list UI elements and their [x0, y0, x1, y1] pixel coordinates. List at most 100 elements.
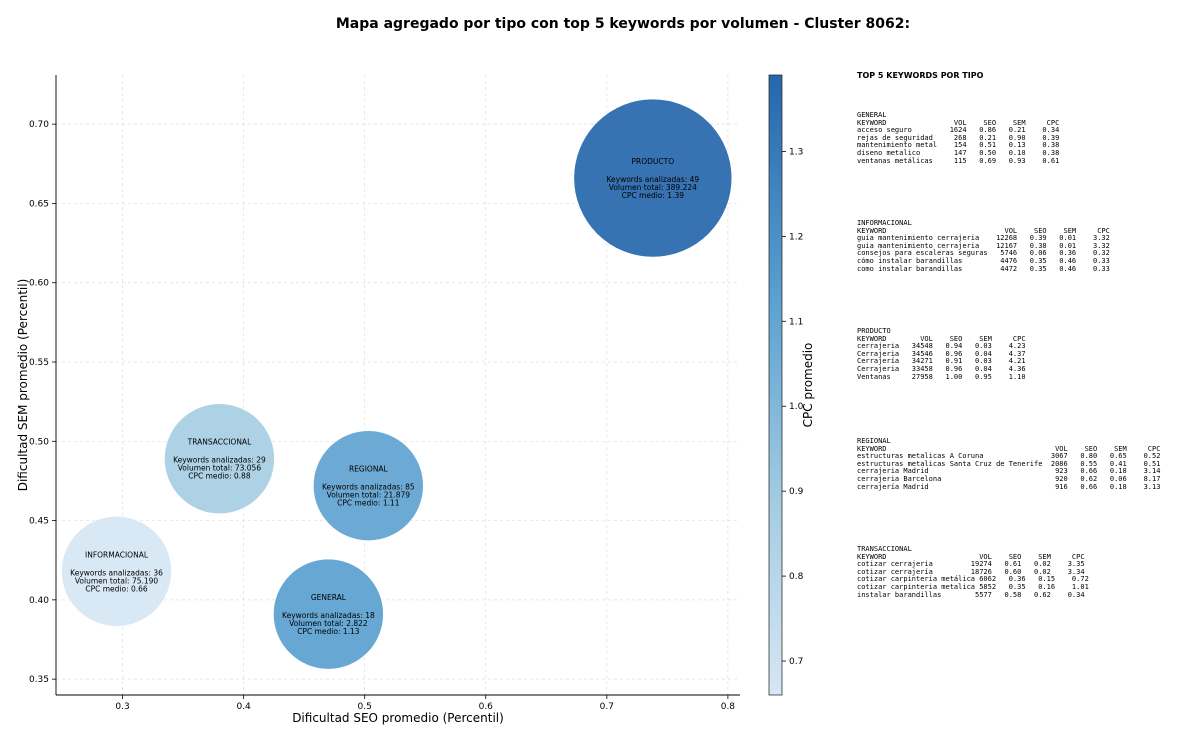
- keyword-row: cotizar carpinteria metálica 6062 0.36 0…: [857, 575, 1089, 584]
- keyword-row: guia mantenimiento cerrajeria 12268 0.39…: [857, 234, 1110, 243]
- group-header: KEYWORD VOL SEO SEM CPC: [857, 552, 1085, 561]
- bubble-circle: [164, 403, 275, 515]
- x-tick-label: 0.4: [236, 702, 251, 712]
- y-tick-label: 0.45: [29, 517, 49, 527]
- keyword-row: cerrajeria Barcelona 920 0.62 0.06 8.17: [857, 474, 1161, 483]
- bubble-volume: Volumen total: 73.056: [178, 464, 262, 473]
- keyword-row: acceso seguro 1624 0.86 0.21 0.34: [857, 126, 1060, 135]
- x-axis-label: Dificultad SEO promedio (Percentil): [292, 711, 504, 725]
- keyword-row: instalar barandillas 5577 0.58 0.62 0.34: [857, 590, 1085, 599]
- bubble-keywords: Keywords analizadas: 29: [173, 456, 266, 465]
- group-name: INFORMACIONAL: [857, 219, 912, 227]
- y-tick-label: 0.55: [29, 358, 49, 368]
- keyword-row: cotizar cerrajeria 19274 0.61 0.02 3.35: [857, 560, 1085, 569]
- bubble-circle: [573, 98, 733, 258]
- bubble-cpc: CPC medio: 1.11: [337, 499, 400, 508]
- bubble-cpc: CPC medio: 0.66: [85, 584, 148, 593]
- keyword-group-producto: PRODUCTO KEYWORD VOL SEO SEM CPC cerrajeri…: [857, 327, 1026, 381]
- top-keywords-panel: TOP 5 KEYWORDS POR TIPO GENERAL KEYWORD V…: [857, 71, 1197, 598]
- keyword-row: cómo instalar barandillas 4476 0.35 0.46…: [857, 256, 1110, 265]
- keyword-row: estructuras metalicas A Coruna 3067 0.80…: [857, 452, 1161, 461]
- keyword-group-regional: REGIONAL KEYWORD VOL SEO SEM CPC estructur…: [857, 437, 1161, 491]
- keyword-row: como instalar barandillas 4472 0.35 0.46…: [857, 264, 1110, 273]
- axes: 0.3 0.4 0.5 0.6 0.7 0.8 0.35 0.40 0.45 0.50 0.55 0.…: [29, 75, 740, 712]
- group-header: KEYWORD VOL SEO SEM CPC: [857, 444, 1161, 453]
- group-name: REGIONAL: [857, 437, 891, 445]
- bubble-keywords: Keywords analizadas: 49: [606, 175, 699, 184]
- keyword-group-transaccional: TRANSACCIONAL KEYWORD VOL SEO SEM CPC coti…: [857, 545, 1089, 599]
- keyword-row: rejas de seguridad 268 0.21 0.90 0.39: [857, 133, 1060, 142]
- keyword-group-general: GENERAL KEYWORD VOL SEO SEM CPC acceso seg…: [857, 111, 1060, 165]
- y-tick-label: 0.65: [29, 199, 49, 209]
- bubble-name: GENERAL: [311, 593, 347, 602]
- bubble-informacional: INFORMACIONAL Keywords analizadas: 36Volu…: [61, 516, 172, 627]
- colorbar-label: CPC promedio: [801, 343, 815, 428]
- bubble-keywords: Keywords analizadas: 36: [70, 568, 163, 577]
- keyword-row: Cerrajeria 33458 0.96 0.04 4.36: [857, 364, 1026, 373]
- y-axis-label: Dificultad SEM promedio (Percentil): [16, 279, 30, 492]
- keyword-row: cerrajería Madrid 916 0.66 0.18 3.13: [857, 482, 1161, 491]
- bubble-circle: [61, 516, 172, 627]
- panel-title: TOP 5 KEYWORDS POR TIPO: [857, 71, 984, 80]
- x-tick-label: 0.6: [479, 702, 494, 712]
- keyword-row: guia mantenimiento cerrajeria 12167 0.38…: [857, 241, 1110, 250]
- keyword-row: diseno metalico 147 0.50 0.10 0.38: [857, 148, 1060, 157]
- group-header: KEYWORD VOL SEO SEM CPC: [857, 118, 1060, 127]
- chart-title: Mapa agregado por tipo con top 5 keyword…: [335, 16, 911, 32]
- colorbar-gradient: [768, 74, 783, 696]
- bubble-cpc: CPC medio: 1.13: [297, 627, 360, 636]
- bubble-volume: Volumen total: 21.879: [327, 491, 411, 500]
- keyword-row: mantenimiento metal 154 0.51 0.13 0.38: [857, 141, 1060, 150]
- y-tick-label: 0.70: [29, 120, 49, 130]
- keyword-row: cerrajeria Madrid 923 0.66 0.18 3.14: [857, 467, 1161, 476]
- keyword-row: cotizar cerrajería 18726 0.60 0.02 3.34: [857, 567, 1085, 576]
- bubble-cpc: CPC medio: 1.39: [622, 191, 685, 200]
- group-name: TRANSACCIONAL: [857, 545, 912, 553]
- keyword-row: ventanas metálicas 115 0.69 0.93 0.61: [857, 156, 1060, 165]
- keyword-row: cerrajeria 34548 0.94 0.03 4.23: [857, 342, 1026, 351]
- y-tick-label: 0.35: [29, 675, 49, 685]
- bubble-transaccional: TRANSACCIONAL Keywords analizadas: 29Volu…: [164, 403, 275, 515]
- group-name: GENERAL: [857, 111, 887, 119]
- colorbar-tick-label: 0.7: [789, 657, 803, 667]
- bubble-name: TRANSACCIONAL: [187, 438, 252, 447]
- x-tick-label: 0.7: [600, 702, 614, 712]
- bubble-name: REGIONAL: [349, 465, 389, 474]
- colorbar-tick-label: 1.3: [789, 147, 803, 157]
- group-header: KEYWORD VOL SEO SEM CPC: [857, 334, 1026, 343]
- bubble-volume: Volumen total: 2.822: [289, 619, 368, 628]
- colorbar: 0.7 0.8 0.9 1.0 1.1 1.2 1.3: [768, 74, 804, 696]
- keyword-row: Cerrajería 34271 0.91 0.03 4.21: [857, 357, 1026, 366]
- bubble-name: PRODUCTO: [632, 157, 675, 166]
- colorbar-tick-label: 1.1: [789, 317, 803, 327]
- colorbar-tick-label: 0.8: [789, 572, 804, 582]
- bubble-volume: Volumen total: 75.190: [75, 576, 159, 585]
- colorbar-tick-label: 1.0: [789, 402, 804, 412]
- bubble-keywords: Keywords analizadas: 85: [322, 483, 415, 492]
- bubble-cpc: CPC medio: 0.88: [188, 472, 251, 481]
- bubble-name: INFORMACIONAL: [85, 550, 149, 559]
- group-name: PRODUCTO: [857, 327, 891, 335]
- bubble-circle: [273, 558, 384, 670]
- keyword-group-informacional: INFORMACIONAL KEYWORD VOL SEO SEM CPC guia…: [857, 219, 1110, 273]
- bubble-circle: [313, 430, 424, 541]
- x-tick-label: 0.8: [721, 702, 736, 712]
- y-tick-label: 0.50: [29, 437, 49, 447]
- y-tick-label: 0.40: [29, 596, 49, 606]
- bubble-keywords: Keywords analizadas: 18: [282, 611, 375, 620]
- colorbar-tick-label: 1.2: [789, 232, 803, 242]
- keyword-row: consejos para escaleras seguras 5746 0.0…: [857, 249, 1110, 258]
- keyword-row: estructuras metalicas Santa Cruz de Tene…: [857, 459, 1161, 468]
- keyword-row: cotizar carpinteria metalica 5852 0.35 0…: [857, 582, 1089, 591]
- bubble-volume: Volumen total: 389.224: [609, 183, 697, 192]
- group-header: KEYWORD VOL SEO SEM CPC: [857, 226, 1110, 235]
- colorbar-tick-label: 0.9: [789, 487, 804, 497]
- keyword-row: Cerrajeria 34546 0.96 0.04 4.37: [857, 349, 1026, 358]
- y-tick-label: 0.60: [29, 279, 49, 289]
- x-tick-label: 0.3: [115, 702, 129, 712]
